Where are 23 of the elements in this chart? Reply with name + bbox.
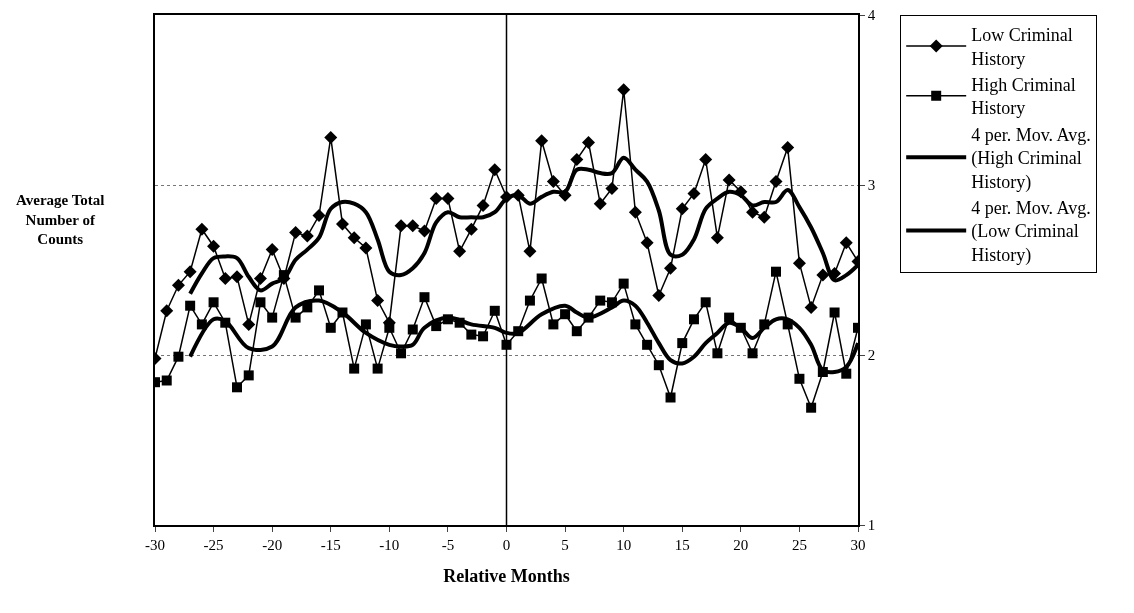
- legend-label: 4 per. Mov. Avg. (Low Criminal History): [971, 198, 1091, 266]
- x-tick-label: -10: [379, 536, 400, 553]
- x-tick-label: 0: [502, 536, 511, 553]
- x-tick-label: 30: [850, 536, 866, 553]
- x-axis-title: Relative Months: [443, 566, 570, 587]
- legend-label: Low Criminal History: [971, 25, 1073, 69]
- y-tick-label: 1: [867, 517, 876, 534]
- x-tick-label: -25: [203, 536, 224, 553]
- x-tick-label: -20: [262, 536, 283, 553]
- legend-label: High Criminal History: [971, 75, 1076, 119]
- x-tick-label: 5: [561, 536, 569, 553]
- x-tick-label: -15: [320, 536, 341, 553]
- x-tick-label: 25: [791, 536, 807, 553]
- x-tick-label: -30: [145, 536, 165, 553]
- x-tick-label: 15: [674, 536, 690, 553]
- x-tick-label: -5: [441, 536, 455, 553]
- legend-label: 4 per. Mov. Avg. (High Criminal History): [971, 124, 1091, 193]
- x-tick-label: 10: [616, 536, 632, 553]
- y-tick-label: 2: [867, 347, 876, 364]
- y-tick-label: 3: [867, 177, 876, 194]
- y-axis-title: Average Total Number of Counts: [16, 192, 105, 247]
- x-tick-label: 20: [733, 536, 749, 553]
- y-tick-label: 4: [867, 7, 876, 24]
